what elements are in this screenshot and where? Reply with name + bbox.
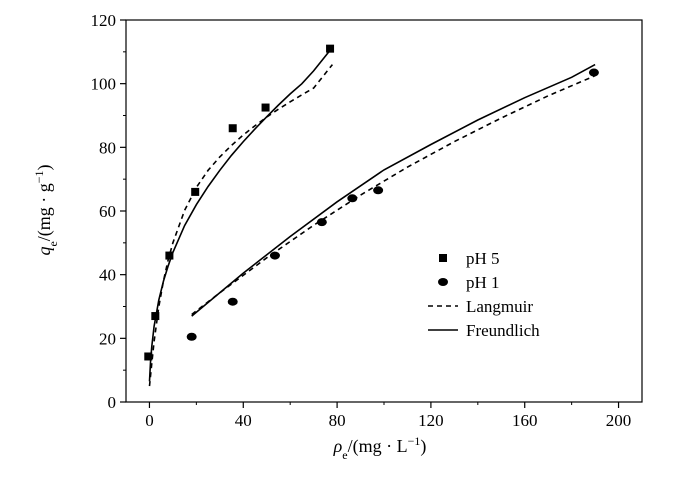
ph5-data-point [191,187,200,196]
ph5-data-point [144,352,153,361]
x-tick-label: 120 [418,411,444,430]
y-axis-symbol: q [34,247,54,256]
ph5-data-point [261,103,270,112]
y-tick-label: 100 [91,75,117,94]
legend-label: pH 1 [466,273,500,292]
plot-layer [144,44,599,387]
freundlich-fit-line [191,63,596,317]
y-axis-symbol-sub: e [46,241,60,246]
y-tick-label: 60 [99,202,116,221]
legend-label: pH 5 [466,249,500,268]
x-axis-unit: /(mg · L [348,436,408,457]
x-axis-symbol-sub: e [342,448,347,462]
y-axis-unit-sup: −1 [32,170,46,183]
ph1-data-point [269,251,280,260]
x-tick-label: 160 [512,411,538,430]
legend-label: Freundlich [466,321,540,340]
y-axis-label: qe/(mg · g−1) [32,164,60,255]
y-axis-close: ) [34,164,55,170]
ph1-data-point [186,332,197,341]
x-tick-label: 0 [145,411,154,430]
legend-swatch-square [439,254,447,262]
legend-swatch-circle [438,278,448,286]
ph5-data-point [326,44,335,53]
plot-frame [125,19,643,403]
ph1-data-point [588,68,599,77]
ph1-data-point [316,218,327,227]
y-tick-label: 120 [91,11,117,30]
legend-label: Langmuir [466,297,533,316]
y-tick-label: 20 [99,329,116,348]
x-axis-label: ρe/(mg · L−1) [333,434,427,462]
y-tick-label: 0 [108,393,117,412]
ph5-data-point [165,251,174,260]
ph1-data-point [347,194,358,203]
legend: pH 5 pH 1 Langmuir Freundlich [428,249,540,340]
x-axis-symbol: ρ [333,436,343,456]
x-tick-label: 200 [606,411,632,430]
y-tick-label: 80 [99,138,116,157]
langmuir-fit-line [191,74,596,316]
axes-layer: 0 40 80 120 160 200 0 20 40 60 80 100 120 [91,11,643,430]
x-axis-unit-sup: −1 [408,434,421,448]
ph5-data-point [228,124,237,133]
y-tick-label: 40 [99,266,116,285]
ph1-data-point [227,297,238,306]
y-axis-unit: /(mg · g [34,183,55,241]
langmuir-fit-line [148,64,334,387]
x-axis-close: ) [420,436,426,457]
freundlich-fit-line [148,49,331,382]
x-tick-label: 80 [329,411,346,430]
x-tick-label: 40 [235,411,252,430]
ph1-data-point [373,186,384,195]
ph5-data-point [151,312,160,321]
